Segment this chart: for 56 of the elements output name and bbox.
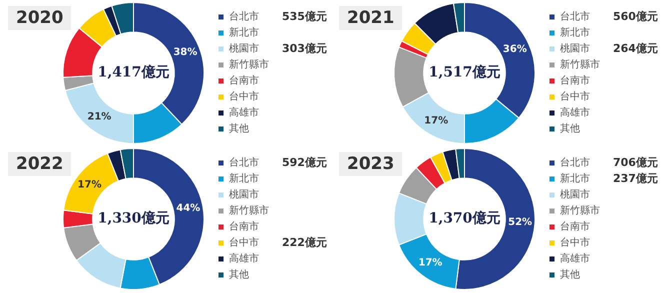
chart-title: 2021 (339, 6, 402, 30)
data-label: 17% (424, 116, 448, 127)
legend-label: 其他 (229, 268, 249, 281)
text: 303億元 (282, 42, 327, 55)
chart-title: 2022 (8, 152, 72, 176)
legend-label: 新北市 (229, 172, 259, 185)
legend-label: 新北市 (560, 172, 590, 185)
legend-label: 台北市 (229, 10, 259, 23)
legend-label: 台南市 (560, 220, 590, 233)
legend-label: 高雄市 (560, 106, 590, 119)
data-label: 44% (176, 203, 200, 214)
legend-label: 台北市 (560, 10, 590, 23)
legend-label: 台南市 (560, 74, 590, 87)
legend-label: 新竹縣市 (229, 58, 269, 71)
legend-label: 新北市 (560, 26, 590, 39)
legend-label: 台北市 (560, 156, 590, 169)
legend-label: 桃園市 (229, 42, 259, 55)
data-label: 38% (173, 47, 198, 58)
text: 237億元 (613, 172, 658, 185)
legend-label: 新竹縣市 (229, 204, 269, 217)
text: 1,330億元 (98, 210, 170, 227)
text: 535億元 (282, 10, 327, 23)
legend-label: 其他 (229, 122, 249, 135)
text: 592億元 (282, 156, 327, 169)
legend-label: 高雄市 (229, 106, 259, 119)
legend-label: 新北市 (229, 26, 259, 39)
text: 706億元 (613, 156, 658, 169)
legend-label: 其他 (560, 122, 580, 135)
data-label: 21% (87, 112, 112, 123)
chart-title: 2023 (339, 152, 402, 176)
legend-label: 台中市 (560, 90, 590, 103)
data-label: 52% (508, 217, 532, 228)
legend-label: 高雄市 (560, 252, 590, 265)
legend-label: 台中市 (229, 90, 259, 103)
text: 1,417億元 (98, 64, 170, 81)
data-label: 17% (78, 179, 102, 190)
data-label: 17% (418, 258, 442, 269)
legend-label: 新竹縣市 (560, 58, 600, 71)
legend-label: 台北市 (229, 156, 259, 169)
text: 560億元 (613, 10, 658, 23)
legend-label: 其他 (560, 268, 580, 281)
legend-label: 台中市 (229, 236, 259, 249)
legend-label: 台南市 (229, 220, 259, 233)
legend-label: 桃園市 (229, 188, 259, 201)
text: 1,370億元 (428, 210, 500, 227)
text: 222億元 (282, 236, 327, 249)
text: 1,517億元 (428, 64, 500, 81)
legend-label: 台南市 (229, 74, 259, 87)
legend-label: 高雄市 (229, 252, 259, 265)
legend-label: 桃園市 (560, 188, 590, 201)
legend-label: 台中市 (560, 236, 590, 249)
chart-title: 2020 (8, 6, 72, 30)
text: 264億元 (613, 42, 658, 55)
legend-label: 桃園市 (560, 42, 590, 55)
legend-label: 新竹縣市 (560, 204, 600, 217)
data-label: 36% (502, 44, 527, 55)
